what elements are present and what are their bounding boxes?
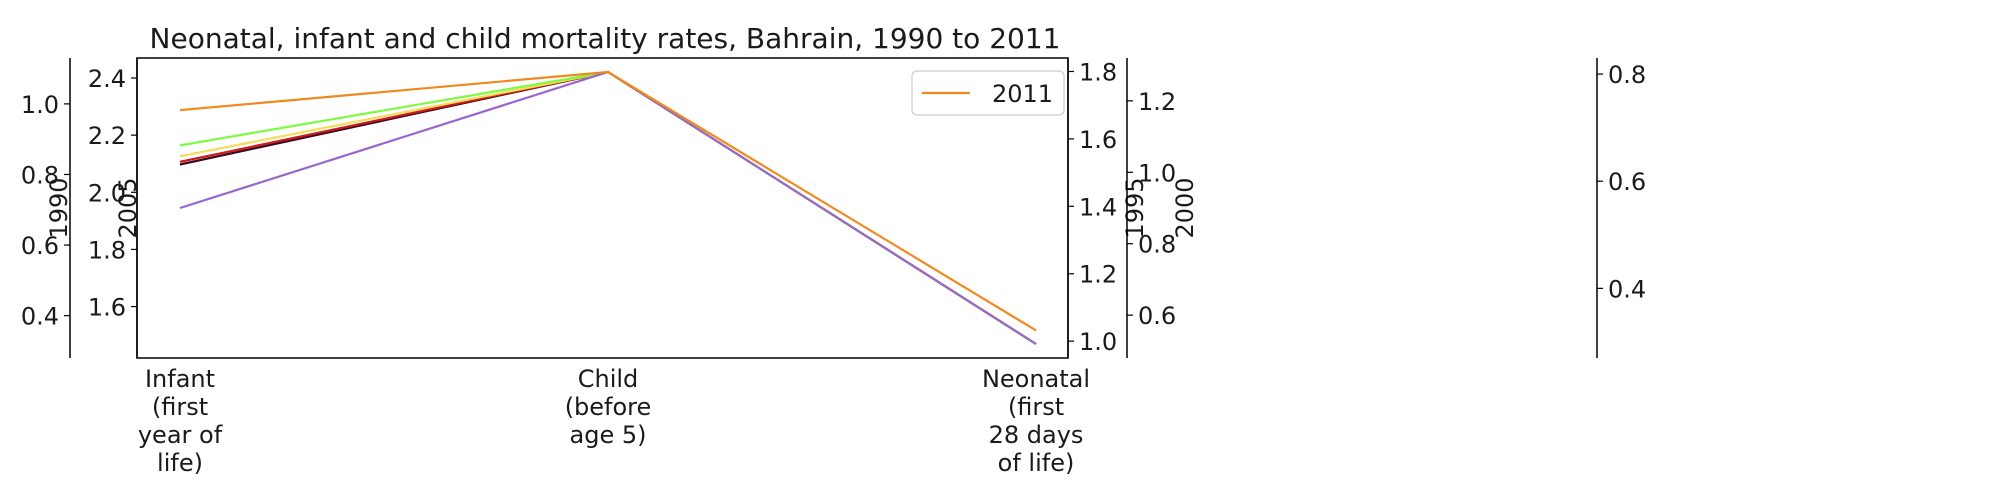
- axis-tick-label: 0.4: [1608, 275, 1646, 303]
- axis-tick-label: 0.8: [1138, 231, 1176, 259]
- axis-label: 1990: [45, 177, 73, 238]
- legend: 2011: [911, 70, 1065, 116]
- category-label: Infant: [145, 365, 215, 393]
- axis-tick-label: 0.8: [21, 161, 59, 189]
- axis-tick-label: 1.0: [21, 91, 59, 119]
- axis-tick-label: 1.2: [1138, 88, 1176, 116]
- series-line: [179, 70, 1037, 345]
- axis-label: 1995: [1121, 177, 1149, 238]
- series-line: [179, 70, 1037, 345]
- series-line: [179, 70, 1037, 345]
- category-label: (first: [152, 393, 208, 421]
- series-line: [179, 70, 1037, 332]
- axis-tick-label: 0.6: [21, 232, 59, 260]
- axis-tick-label: 1.2: [1079, 261, 1117, 289]
- axis-tick-label: 2.0: [88, 179, 126, 207]
- axis-tick-label: 2.4: [88, 65, 126, 93]
- axis-tick-label: 1.6: [88, 294, 126, 322]
- axes-layer: 0.4 0.6 0.8 1.0 1990 1.6 1.8 2.0 2.2 2.4 2005 1.0 1.…: [21, 58, 1646, 358]
- axis-tick-label: 1.4: [1079, 193, 1117, 221]
- category-label: Neonatal: [982, 365, 1090, 393]
- category-label: (before: [565, 393, 652, 421]
- axis-label: 2005: [114, 177, 142, 238]
- axis-tick-label: 1.8: [1079, 58, 1117, 86]
- chart-title: Neonatal, infant and child mortality rat…: [150, 22, 1061, 55]
- category-label: age 5): [570, 421, 647, 449]
- series-lines: [179, 70, 1037, 345]
- category-label: Child: [578, 365, 639, 393]
- axis-tick-label: 0.6: [1608, 168, 1646, 196]
- series-line: [179, 70, 1037, 345]
- series-line: [179, 70, 1037, 345]
- legend-label: 2011: [992, 80, 1053, 108]
- axis-tick-label: 1.0: [1079, 328, 1117, 356]
- axis-tick-label: 0.4: [21, 303, 59, 331]
- axis-tick-label: 1.6: [1079, 126, 1117, 154]
- axis-label: 2000: [1171, 177, 1199, 238]
- axis-tick-label: 0.8: [1608, 61, 1646, 89]
- axis-tick-label: 0.6: [1138, 302, 1176, 330]
- category-label: 28 days: [989, 421, 1084, 449]
- category-label: (first: [1008, 393, 1064, 421]
- legend-box: [911, 70, 1065, 116]
- axis-tick-label: 1.8: [88, 236, 126, 264]
- axis-tick-label: 2.2: [88, 122, 126, 150]
- axis-tick-label: 1.0: [1138, 159, 1176, 187]
- category-label: of life): [998, 449, 1075, 477]
- category-label: year of: [138, 421, 223, 449]
- category-label: life): [157, 449, 203, 477]
